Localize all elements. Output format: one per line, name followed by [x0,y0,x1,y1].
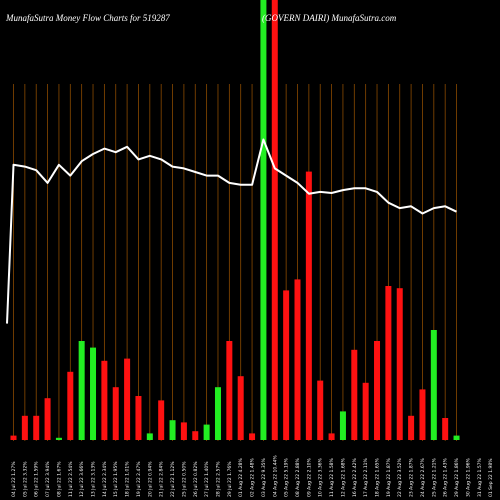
bar-up [214,387,221,440]
x-tick-labels: 04 Jul 22 1.27% 05 Jul 22 3.32% 06 Jul 22 … [11,455,500,497]
bar-down [362,382,369,440]
x-tick-label: 24 Aug 22 2.67% [420,457,426,497]
x-tick-label: 29 Jul 22 1.76% [227,461,233,497]
bar-up [146,433,153,440]
x-tick-label: 25 Aug 22 1.21% [431,457,437,497]
bar-down [67,371,74,440]
x-tick-label: 04 Jul 22 1.27% [11,461,17,497]
bar-up [169,420,176,440]
bar-down [237,376,244,440]
x-tick-label: 01 Sep 22 1.98% [488,458,494,497]
bar-down [226,341,233,440]
x-tick-label: 11 Jul 22 2.54% [68,461,74,497]
bar-up [78,341,85,440]
x-tick-label: 17 Aug 22 2.11% [363,457,369,497]
bar-down [180,422,187,440]
bar-up [90,347,97,440]
x-tick-label: 06 Jul 22 1.59% [34,461,40,497]
bar-down [158,400,165,440]
x-tick-label: 22 Jul 22 1.12% [170,461,176,497]
bar-down [112,387,119,440]
price-line-layer [6,138,457,324]
x-tick-label: 08 Jul 22 1.67% [56,461,62,497]
x-tick-label: 22 Aug 22 3.52% [397,457,403,497]
bar-down [192,431,199,440]
x-tick-label: 02 Aug 22 1.48% [250,457,256,497]
x-tick-label: 18 Aug 22 1.65% [375,457,381,497]
x-tick-label: 29 Aug 22 1.86% [454,457,460,497]
x-tick-label: 25 Jul 22 0.50% [181,461,187,497]
bar-down [124,358,131,440]
x-tick-label: 18 Jul 22 1.01% [125,461,131,497]
x-tick-label: 11 Aug 22 1.58% [329,457,335,497]
bar-up [453,435,460,440]
bar-down [294,279,301,440]
x-tick-label: 12 Jul 22 3.66% [79,461,85,497]
x-tick-label: 01 Aug 22 4.28% [238,457,244,497]
x-tick-label: 14 Jul 22 2.34% [102,461,108,497]
bar-down [101,360,108,440]
x-tick-label: 31 Aug 22 1.57% [477,457,483,497]
x-tick-label: 09 Aug 22 2.10% [306,457,312,497]
x-tick-label: 10 Aug 22 3.36% [318,457,324,497]
bar-down [317,380,324,440]
bar-down [21,415,28,440]
bar-down [385,286,392,440]
x-tick-label: 26 Jul 22 0.82% [193,461,199,497]
x-tick-label: 05 Jul 22 3.32% [22,461,28,497]
bar-up [260,0,267,440]
bar-down [283,290,290,440]
bar-down [44,398,51,440]
bar-down [396,288,403,440]
bar-up [430,330,437,440]
chart-title-left: MunafaSutra Money Flow Charts for 519287 [5,13,170,23]
bar-down [351,349,358,440]
price-line [6,138,457,324]
x-tick-label: 08 Aug 22 2.88% [295,457,301,497]
bar-down [374,341,381,440]
bar-down [419,389,426,440]
bar-down [305,171,312,440]
x-tick-label: 23 Aug 22 1.87% [409,457,415,497]
x-tick-label: 05 Aug 22 5.19% [284,457,290,497]
x-tick-label: 26 Aug 22 1.43% [443,457,449,497]
bars [10,0,460,440]
x-tick-label: 03 Aug 22 9.35% [261,457,267,497]
x-tick-label: 04 Aug 22 10.44% [272,455,278,497]
bar-up [55,437,62,440]
bar-down [442,418,449,440]
bar-down [10,435,17,440]
bar-down [271,0,278,440]
bar-down [135,396,142,440]
bar-down [408,415,415,440]
x-tick-label: 21 Jul 22 2.84% [159,461,165,497]
bar-down [33,415,40,440]
chart-title-right: (GOVERN DAIRI) MunafaSutra.com [262,13,397,23]
x-tick-label: 13 Jul 22 3.13% [91,461,97,497]
x-tick-label: 19 Jul 22 2.47% [136,461,142,497]
x-tick-label: 27 Jul 22 1.40% [204,461,210,497]
x-tick-label: 19 Aug 22 1.87% [386,457,392,497]
x-tick-label: 16 Aug 22 2.42% [352,457,358,497]
x-tick-label: 07 Jul 22 3.94% [45,461,51,497]
bar-up [203,424,210,440]
x-tick-label: 28 Jul 22 2.57% [216,461,222,497]
x-tick-label: 30 Aug 22 1.96% [465,457,471,497]
bar-down [328,433,335,440]
x-tick-label: 20 Jul 22 0.94% [147,461,153,497]
bar-down [249,433,256,440]
x-tick-label: 15 Jul 22 1.95% [113,461,119,497]
x-tick-label: 12 Aug 22 1.68% [340,457,346,497]
bar-up [339,411,346,440]
